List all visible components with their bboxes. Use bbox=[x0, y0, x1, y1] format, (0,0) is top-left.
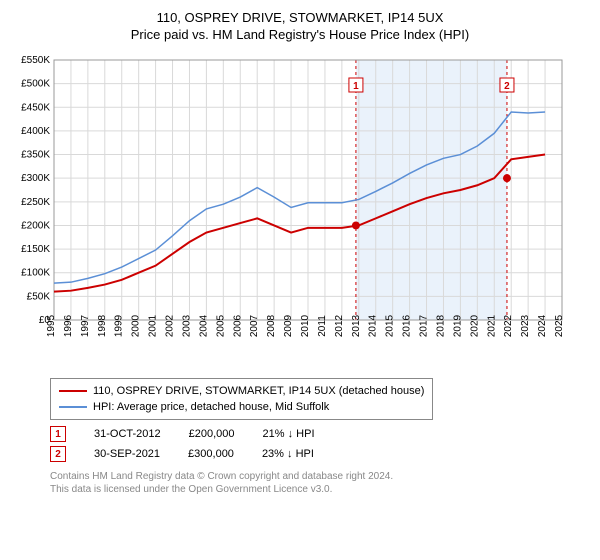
svg-text:£500K: £500K bbox=[21, 79, 50, 90]
svg-text:1998: 1998 bbox=[97, 314, 108, 337]
sales-table: 1 31-OCT-2012 £200,000 21% ↓ HPI 2 30-SE… bbox=[50, 426, 590, 462]
footer-note: Contains HM Land Registry data © Crown c… bbox=[50, 470, 590, 496]
sale-date: 31-OCT-2012 bbox=[94, 428, 161, 440]
svg-text:2016: 2016 bbox=[402, 314, 413, 337]
legend-swatch bbox=[59, 406, 87, 408]
svg-text:2021: 2021 bbox=[486, 314, 497, 337]
title-block: 110, OSPREY DRIVE, STOWMARKET, IP14 5UX … bbox=[10, 10, 590, 42]
sale-price: £200,000 bbox=[189, 428, 235, 440]
svg-text:2008: 2008 bbox=[266, 314, 277, 337]
legend-label: 110, OSPREY DRIVE, STOWMARKET, IP14 5UX … bbox=[93, 383, 424, 399]
svg-text:£250K: £250K bbox=[21, 197, 50, 208]
svg-text:1995: 1995 bbox=[46, 314, 57, 337]
legend-row: 110, OSPREY DRIVE, STOWMARKET, IP14 5UX … bbox=[59, 383, 424, 399]
sale-marker-icon: 2 bbox=[50, 446, 66, 462]
svg-text:£300K: £300K bbox=[21, 173, 50, 184]
svg-text:1: 1 bbox=[353, 81, 359, 92]
svg-text:2025: 2025 bbox=[554, 314, 565, 337]
svg-text:2009: 2009 bbox=[283, 314, 294, 337]
sale-delta: 21% ↓ HPI bbox=[263, 428, 315, 440]
svg-text:£400K: £400K bbox=[21, 126, 50, 137]
footer-line: This data is licensed under the Open Gov… bbox=[50, 483, 590, 496]
svg-text:£50K: £50K bbox=[27, 291, 51, 302]
svg-text:2017: 2017 bbox=[419, 314, 430, 337]
svg-text:2015: 2015 bbox=[385, 314, 396, 337]
svg-text:2011: 2011 bbox=[317, 315, 328, 337]
svg-text:2001: 2001 bbox=[148, 314, 159, 337]
svg-text:2022: 2022 bbox=[503, 314, 514, 337]
chart-subtitle: Price paid vs. HM Land Registry's House … bbox=[10, 27, 590, 42]
sale-delta: 23% ↓ HPI bbox=[262, 448, 314, 460]
footer-line: Contains HM Land Registry data © Crown c… bbox=[50, 470, 590, 483]
svg-text:2003: 2003 bbox=[181, 314, 192, 337]
svg-text:£550K: £550K bbox=[21, 55, 50, 66]
svg-text:2024: 2024 bbox=[537, 314, 548, 337]
svg-text:2012: 2012 bbox=[334, 314, 345, 337]
sales-row: 2 30-SEP-2021 £300,000 23% ↓ HPI bbox=[50, 446, 590, 462]
legend-label: HPI: Average price, detached house, Mid … bbox=[93, 399, 329, 415]
svg-text:£200K: £200K bbox=[21, 220, 50, 231]
line-chart: 12£0£50K£100K£150K£200K£250K£300K£350K£4… bbox=[10, 50, 570, 370]
sale-date: 30-SEP-2021 bbox=[94, 448, 160, 460]
legend: 110, OSPREY DRIVE, STOWMARKET, IP14 5UX … bbox=[50, 378, 433, 420]
sale-marker-icon: 1 bbox=[50, 426, 66, 442]
svg-text:2005: 2005 bbox=[215, 314, 226, 337]
svg-text:2004: 2004 bbox=[198, 314, 209, 337]
sales-row: 1 31-OCT-2012 £200,000 21% ↓ HPI bbox=[50, 426, 590, 442]
svg-text:2019: 2019 bbox=[452, 314, 463, 337]
svg-text:2007: 2007 bbox=[249, 314, 260, 337]
legend-swatch bbox=[59, 390, 87, 392]
svg-text:2018: 2018 bbox=[435, 314, 446, 337]
svg-text:1996: 1996 bbox=[63, 314, 74, 337]
svg-text:2000: 2000 bbox=[131, 314, 142, 337]
chart-container: 12£0£50K£100K£150K£200K£250K£300K£350K£4… bbox=[10, 50, 590, 370]
svg-text:2014: 2014 bbox=[368, 314, 379, 337]
svg-text:2002: 2002 bbox=[165, 314, 176, 337]
svg-text:1997: 1997 bbox=[80, 314, 91, 337]
svg-text:2006: 2006 bbox=[232, 314, 243, 337]
svg-text:2010: 2010 bbox=[300, 314, 311, 337]
svg-text:£100K: £100K bbox=[21, 268, 50, 279]
legend-row: HPI: Average price, detached house, Mid … bbox=[59, 399, 424, 415]
sale-price: £300,000 bbox=[188, 448, 234, 460]
svg-text:2023: 2023 bbox=[520, 314, 531, 337]
svg-text:£350K: £350K bbox=[21, 150, 50, 161]
svg-text:2020: 2020 bbox=[469, 314, 480, 337]
svg-text:£450K: £450K bbox=[21, 102, 50, 113]
chart-title: 110, OSPREY DRIVE, STOWMARKET, IP14 5UX bbox=[10, 10, 590, 25]
svg-text:£150K: £150K bbox=[21, 244, 50, 255]
svg-text:2: 2 bbox=[504, 81, 510, 92]
svg-text:2013: 2013 bbox=[351, 314, 362, 337]
svg-text:1999: 1999 bbox=[114, 314, 125, 337]
